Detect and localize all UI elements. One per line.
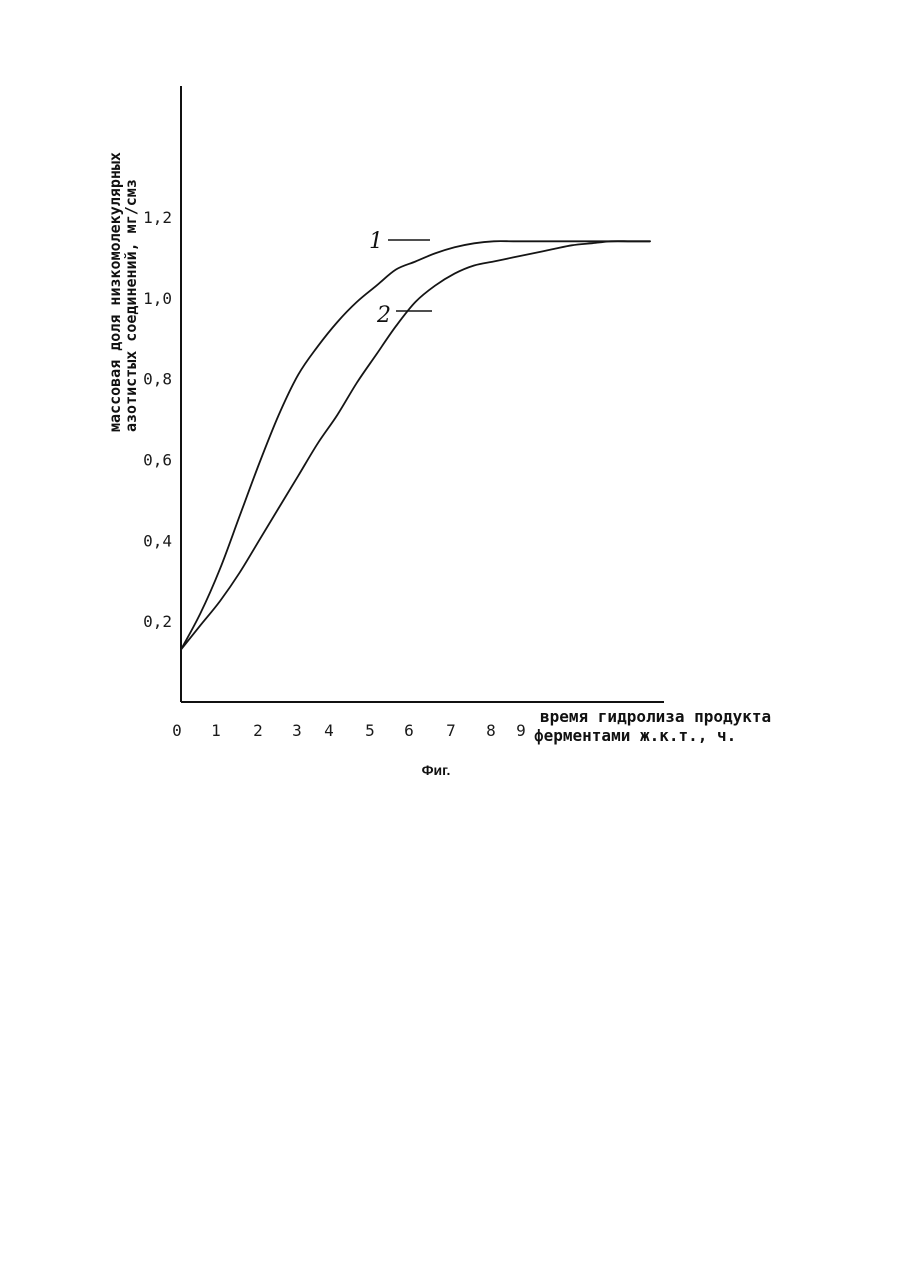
- x-axis-label-line-1: время гидролиза продукта: [540, 707, 771, 726]
- x-tick-label: 3: [292, 721, 302, 740]
- x-tick-label: 2: [253, 721, 263, 740]
- curve-1-label: 1: [369, 229, 383, 254]
- x-tick-label: 8: [486, 721, 496, 740]
- x-tick-labels: 0 1 2 3 4 5 6 7 8 9: [172, 721, 526, 740]
- plot-area: 0,20,40,60,81,01,2 0123456789 12: [143, 86, 664, 740]
- x-tick-label: 5: [365, 721, 375, 740]
- x-tick-label: 4: [324, 721, 334, 740]
- y-axis-label-line-2: азотистых соединений, мг/смз: [122, 179, 140, 432]
- x-tick-label: 9: [516, 721, 526, 740]
- x-tick-label: 7: [446, 721, 456, 740]
- x-tick-label: 6: [404, 721, 414, 740]
- y-tick-label: 1,2: [143, 208, 172, 227]
- curves: [181, 241, 650, 649]
- y-tick-labels: 0,2 0,4 0,6 0,8 1,0 1,2: [143, 208, 172, 631]
- y-tick-label: 0,2: [143, 612, 172, 631]
- curve-2: [181, 241, 650, 649]
- curve-2-label: 2: [376, 303, 391, 328]
- y-tick-label: 0,8: [143, 370, 172, 389]
- y-tick-label: 0,4: [143, 531, 172, 550]
- y-tick-label: 0,6: [143, 451, 172, 470]
- x-tick-label: 1: [211, 721, 221, 740]
- x-tick-label: 0: [172, 721, 182, 740]
- figure-caption: Фиг.: [422, 762, 451, 778]
- y-tick-label: 1,0: [143, 289, 172, 308]
- curve-labels: 12: [369, 229, 432, 328]
- x-axis-label-line-2: ферментами ж.к.т., ч.: [534, 726, 736, 745]
